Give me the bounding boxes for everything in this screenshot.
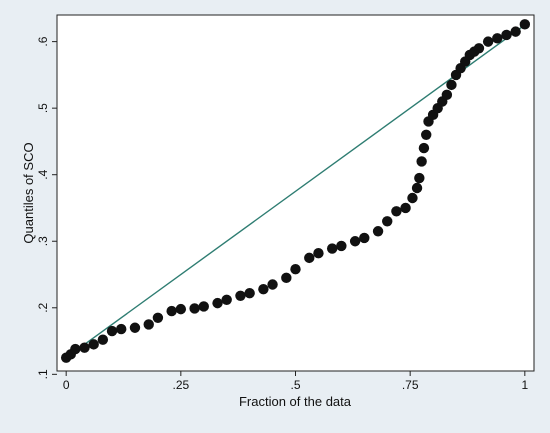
- x-axis-title: Fraction of the data: [239, 394, 352, 409]
- data-point: [212, 297, 223, 309]
- data-point: [267, 279, 278, 290]
- data-point: [416, 156, 427, 167]
- data-point: [244, 287, 255, 299]
- data-point: [359, 232, 370, 244]
- data-point: [336, 240, 347, 252]
- data-point: [372, 226, 384, 237]
- data-point: [143, 319, 154, 330]
- data-point: [421, 129, 432, 140]
- data-point: [411, 182, 423, 194]
- data-point: [482, 36, 494, 47]
- data-point: [198, 301, 209, 312]
- data-point: [152, 312, 164, 323]
- data-point: [97, 334, 109, 345]
- data-point: [166, 305, 177, 317]
- data-point: [189, 303, 200, 314]
- data-point: [414, 172, 425, 184]
- x-tick-label: .25: [172, 378, 189, 392]
- data-point: [175, 303, 187, 315]
- data-point: [400, 202, 411, 214]
- y-axis-title: Quantiles of SCO: [21, 142, 36, 243]
- data-point: [70, 343, 81, 355]
- data-point: [501, 29, 512, 41]
- y-tick-label: .2: [36, 302, 50, 312]
- data-point: [313, 248, 324, 259]
- data-point: [79, 342, 90, 353]
- y-tick-label: .6: [36, 36, 50, 46]
- data-point: [129, 322, 141, 333]
- data-point: [258, 283, 269, 295]
- x-tick-label: 0: [63, 378, 70, 392]
- data-point: [519, 19, 531, 30]
- data-point: [473, 43, 485, 54]
- data-point: [492, 33, 503, 44]
- data-point: [349, 236, 361, 247]
- data-point: [88, 339, 99, 350]
- y-tick-label: .5: [36, 103, 50, 113]
- data-point: [281, 272, 292, 284]
- data-point: [235, 290, 246, 302]
- data-point: [106, 325, 118, 337]
- data-point: [407, 192, 418, 204]
- y-tick-label: .3: [36, 236, 50, 246]
- y-tick-label: .4: [36, 169, 50, 179]
- y-tick-label: .1: [36, 369, 50, 379]
- data-point: [418, 142, 430, 154]
- x-tick-label: .5: [290, 378, 300, 392]
- data-point: [446, 79, 457, 91]
- x-tick-label: .75: [402, 378, 419, 392]
- reference-line: [65, 24, 526, 359]
- data-point: [382, 216, 393, 227]
- data-point: [326, 243, 338, 254]
- data-point: [221, 294, 232, 305]
- data-point: [391, 206, 402, 217]
- x-tick-label: 1: [521, 378, 528, 392]
- data-point: [304, 252, 315, 264]
- data-point: [290, 263, 301, 275]
- data-point: [510, 26, 521, 37]
- data-point: [116, 323, 127, 335]
- data-point: [441, 89, 453, 101]
